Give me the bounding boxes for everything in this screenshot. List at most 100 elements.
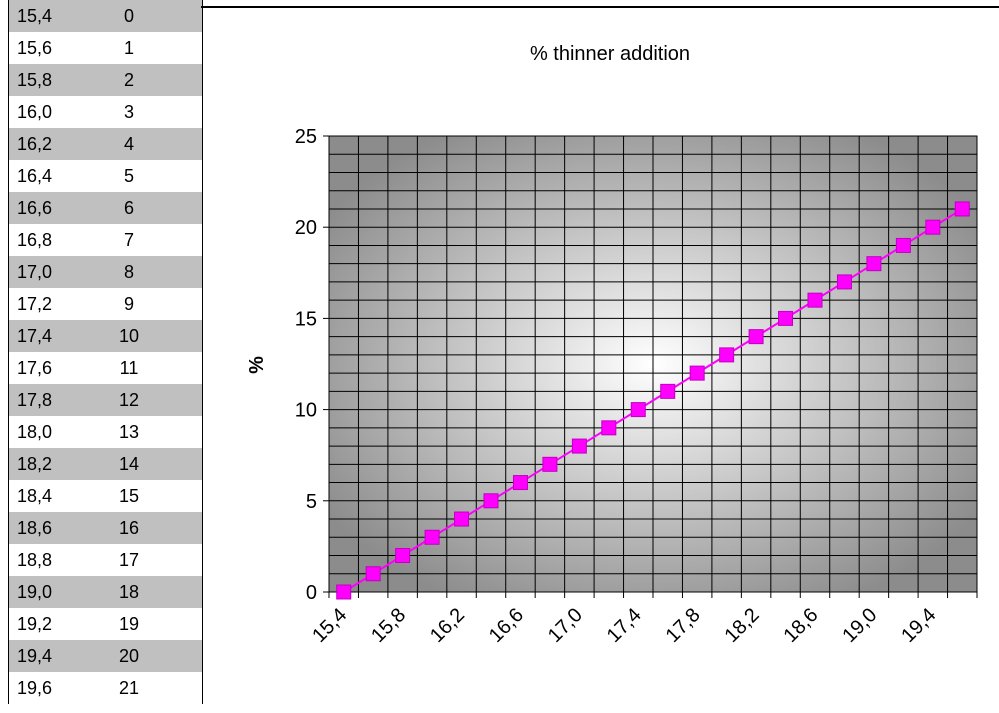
table-cell-y: 18 bbox=[119, 581, 140, 602]
table-cell-x: 17,8 bbox=[17, 389, 53, 410]
table-row: 16,0 3 bbox=[9, 96, 202, 128]
table-cell-x: 16,6 bbox=[17, 197, 53, 218]
table-cell-y: 13 bbox=[119, 421, 140, 442]
table-cell-x: 19,2 bbox=[17, 613, 53, 634]
table-cell-x: 18,4 bbox=[17, 485, 53, 506]
data-point bbox=[365, 566, 381, 582]
table-row: 17,4 10 bbox=[9, 320, 202, 352]
y-tick-label: 25 bbox=[295, 126, 317, 148]
y-tick-label: 0 bbox=[306, 582, 317, 604]
table-cell-y: 1 bbox=[123, 37, 134, 58]
table-cell-y: 19 bbox=[119, 613, 140, 634]
table-row: 16,2 4 bbox=[9, 128, 202, 160]
table-cell-x: 18,0 bbox=[17, 421, 53, 442]
table-cell-y: 9 bbox=[123, 293, 134, 314]
table-cell-y: 17 bbox=[119, 549, 140, 570]
data-point bbox=[925, 219, 941, 235]
table-row: 17,0 8 bbox=[9, 256, 202, 288]
table-cell-x: 18,2 bbox=[17, 453, 53, 474]
data-table: 15,4 0 15,6 1 15,8 2 16,0 3 16,2 4 16,4 5 16,6 6 16,8 7… bbox=[8, 0, 203, 704]
table-row: 18,4 15 bbox=[9, 480, 202, 512]
table-row: 15,8 2 bbox=[9, 64, 202, 96]
x-tick-label: 16,2 bbox=[426, 604, 469, 647]
x-tick-label: 16,6 bbox=[485, 604, 528, 647]
table-cell-y: 7 bbox=[123, 229, 134, 250]
table-cell-y: 8 bbox=[123, 261, 134, 282]
table-row: 18,8 17 bbox=[9, 544, 202, 576]
table-cell-y: 16 bbox=[119, 517, 140, 538]
table-row: 19,2 19 bbox=[9, 608, 202, 640]
data-point bbox=[630, 402, 646, 418]
data-point bbox=[571, 438, 587, 454]
data-point bbox=[660, 383, 676, 399]
table-cell-x: 16,4 bbox=[17, 165, 53, 186]
data-point bbox=[866, 256, 882, 272]
table-row: 16,4 5 bbox=[9, 160, 202, 192]
data-point bbox=[689, 365, 705, 381]
data-point bbox=[601, 420, 617, 436]
data-point bbox=[954, 201, 970, 217]
data-point bbox=[719, 347, 735, 363]
table-row: 16,8 7 bbox=[9, 224, 202, 256]
table-cell-x: 15,6 bbox=[17, 37, 53, 58]
table-row: 18,6 16 bbox=[9, 512, 202, 544]
y-axis-label: % bbox=[246, 356, 268, 374]
y-tick-label: 10 bbox=[295, 400, 317, 422]
table-cell-y: 2 bbox=[123, 69, 134, 90]
table-cell-y: 14 bbox=[119, 453, 140, 474]
table-cell-x: 16,2 bbox=[17, 133, 53, 154]
data-point bbox=[424, 529, 440, 545]
x-tick-label: 15,4 bbox=[308, 604, 351, 647]
table-cell-y: 3 bbox=[123, 101, 134, 122]
data-point bbox=[454, 511, 470, 527]
x-tick-label: 17,8 bbox=[662, 604, 705, 647]
x-tick-label: 15,8 bbox=[367, 604, 410, 647]
table-cell-y: 5 bbox=[123, 165, 134, 186]
table-row: 17,8 12 bbox=[9, 384, 202, 416]
table-row: 19,6 21 bbox=[9, 672, 202, 704]
chart-area: % thinner addition % 0 5 10 15 20 25 15,4 15,8 1… bbox=[201, 6, 999, 711]
data-point bbox=[483, 493, 499, 509]
table-cell-x: 17,4 bbox=[17, 325, 53, 346]
data-point bbox=[512, 475, 528, 491]
data-point bbox=[748, 329, 764, 345]
x-tick-label: 17,4 bbox=[603, 604, 646, 647]
chart-svg: % thinner addition % 0 5 10 15 20 25 15,4 15,8 1… bbox=[246, 43, 978, 647]
table-cell-y: 0 bbox=[123, 5, 134, 26]
data-point bbox=[807, 292, 823, 308]
data-point bbox=[395, 548, 411, 564]
x-tick-label: 18,6 bbox=[779, 604, 822, 647]
table-row: 17,6 11 bbox=[9, 352, 202, 384]
table-row: 18,0 13 bbox=[9, 416, 202, 448]
table-cell-x: 17,6 bbox=[17, 357, 53, 378]
table-row: 17,2 9 bbox=[9, 288, 202, 320]
data-point bbox=[336, 584, 352, 600]
table-cell-y: 15 bbox=[119, 485, 140, 506]
data-point bbox=[778, 310, 794, 326]
table-row: 16,6 6 bbox=[9, 192, 202, 224]
x-tick-label: 18,2 bbox=[721, 604, 764, 647]
table-row: 19,0 18 bbox=[9, 576, 202, 608]
table-cell-x: 19,6 bbox=[17, 677, 53, 698]
y-tick-label: 20 bbox=[295, 217, 317, 239]
table-row: 15,4 0 bbox=[9, 0, 202, 32]
table-cell-x: 16,8 bbox=[17, 229, 53, 250]
table-cell-y: 10 bbox=[119, 325, 140, 346]
table-cell-x: 17,0 bbox=[17, 261, 53, 282]
y-tick-label: 15 bbox=[295, 308, 317, 330]
data-point bbox=[542, 456, 558, 472]
table-cell-y: 11 bbox=[119, 357, 139, 378]
table-cell-y: 21 bbox=[119, 677, 140, 698]
chart-title: % thinner addition bbox=[530, 43, 690, 65]
table-cell-x: 16,0 bbox=[17, 101, 53, 122]
table-cell-y: 6 bbox=[123, 197, 134, 218]
table-row: 19,4 20 bbox=[9, 640, 202, 672]
table-cell-y: 4 bbox=[123, 133, 134, 154]
y-tick-label: 5 bbox=[306, 491, 317, 513]
x-tick-label: 19,0 bbox=[838, 604, 881, 647]
table-cell-y: 20 bbox=[119, 645, 140, 666]
table-cell-x: 18,8 bbox=[17, 549, 53, 570]
data-point bbox=[895, 237, 911, 253]
table-cell-y: 12 bbox=[119, 389, 140, 410]
table-cell-x: 18,6 bbox=[17, 517, 53, 538]
